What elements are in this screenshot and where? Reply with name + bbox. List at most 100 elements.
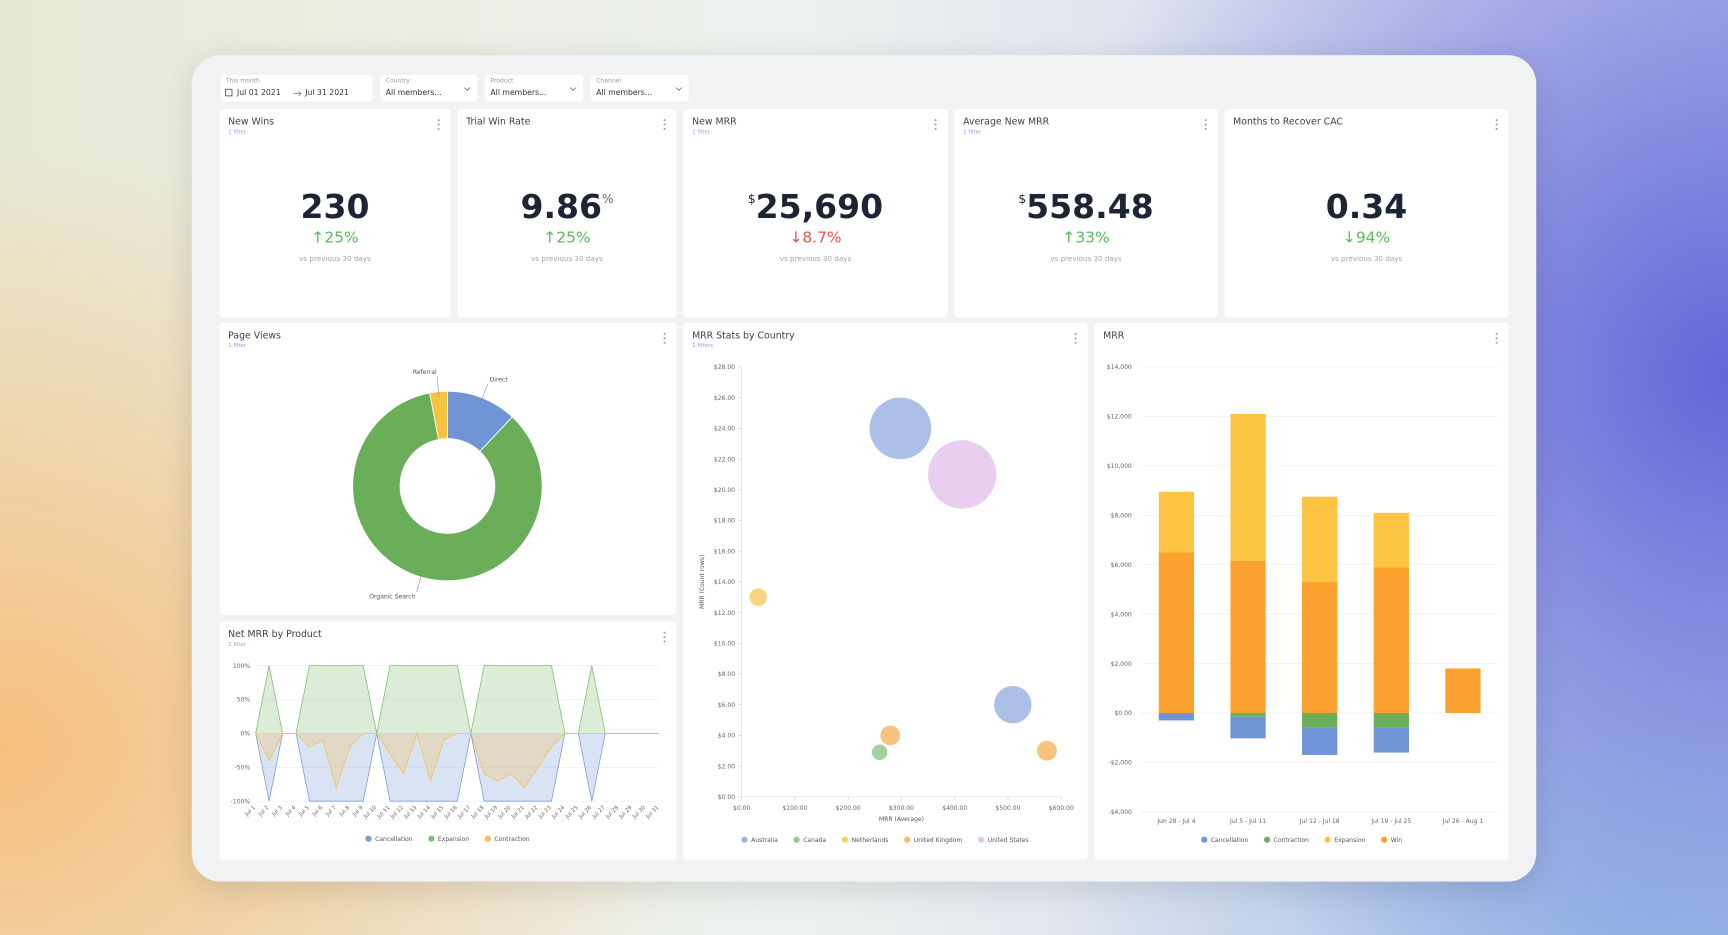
menu-dot — [663, 123, 666, 126]
menu-dot — [1495, 123, 1498, 126]
x-tick-label: Jul 13 — [403, 805, 419, 821]
filter: Country All members... — [380, 74, 478, 102]
kpi-suffix: % — [602, 191, 614, 207]
x-tick-label: Jul 22 — [524, 805, 540, 821]
card-title: Months to Recover CAC — [1233, 116, 1343, 128]
area-line — [255, 732, 660, 789]
slice-label: Direct — [490, 377, 509, 384]
legend-label: Canada — [803, 837, 826, 844]
card-title: Page Views — [228, 330, 281, 342]
card-menu — [1074, 332, 1077, 344]
bar-segment — [1158, 552, 1195, 714]
net-mrr-card: Net MRR by Product 1 filter 100% 50% 0% -50% -… — [219, 621, 677, 860]
legend-label: United Kingdom — [914, 837, 963, 844]
y-tick-label: 100% — [233, 663, 251, 670]
kpi-note: vs previous 30 days — [299, 254, 371, 264]
y-tick-label: 50% — [237, 697, 251, 704]
area-line — [255, 665, 660, 734]
kpi-value-row: $25,690 — [683, 188, 947, 227]
card-menu — [1495, 332, 1498, 344]
y-tick-label: $26.00 — [714, 395, 735, 402]
legend-swatch — [978, 836, 985, 843]
x-tick-label: Jul 3 — [271, 805, 285, 819]
menu-dot — [663, 341, 666, 344]
card-subtitle: 1 filter — [692, 128, 711, 136]
x-tick-label: $600.00 — [1049, 805, 1074, 812]
legend-label: Contraction — [1274, 837, 1309, 844]
legend-swatch — [1201, 836, 1208, 843]
donut-slice — [429, 390, 448, 440]
filter: This month Jul 01 2021 Jul 31 2021 — [220, 74, 373, 102]
bar-segment — [1302, 727, 1338, 756]
menu-dot — [437, 119, 440, 122]
y-tick-label: $8,000 — [1111, 512, 1132, 519]
y-tick-label: $12.00 — [714, 610, 735, 617]
bubble — [994, 685, 1032, 724]
filter-value: All members... — [385, 88, 442, 97]
legend-swatch — [365, 835, 372, 842]
x-tick-label: Jul 12 - Jul 18 — [1299, 818, 1340, 825]
x-tick-label: Jun 28 - Jul 4 — [1156, 818, 1195, 825]
mrr-stats-card: MRR Stats by Country 2 filters $0.00 $2.00 $… — [683, 322, 1088, 860]
legend-label: Netherlands — [852, 837, 889, 844]
page-views-card: Page Views 1 filter Direct Organic Search Re… — [219, 322, 677, 615]
x-tick-label: $400.00 — [942, 805, 967, 812]
legend-label: Cancellation — [1211, 837, 1249, 844]
kpi-prefix: $ — [747, 191, 756, 207]
legend: Cancellation Contraction Expansion Win — [1201, 836, 1402, 844]
x-tick-label: Jul 8 — [338, 805, 352, 819]
legend-swatch — [741, 836, 748, 843]
area-line — [255, 733, 660, 802]
legend-label: United States — [988, 837, 1029, 844]
x-tick-label: Jul 30 — [631, 805, 647, 821]
area-fill — [255, 733, 660, 788]
kpi-prefix: $ — [1018, 191, 1027, 207]
menu-dot — [437, 127, 440, 130]
menu-dot — [1495, 332, 1498, 335]
bar-segment — [1445, 668, 1481, 714]
x-tick-label: Jul 21 — [510, 805, 526, 821]
menu-dot — [663, 635, 666, 638]
menu-dot — [663, 640, 666, 643]
slice-label: Organic Search — [369, 593, 415, 600]
slice-label: Referral — [413, 369, 437, 376]
kpi-value-row: 230 — [219, 188, 450, 227]
bar-segment — [1230, 713, 1266, 717]
menu-dot — [1074, 337, 1077, 340]
y-tick-label: $20.00 — [714, 487, 735, 494]
kpi-value: 0.34 — [1325, 188, 1408, 228]
kpi-card: New MRR 1 filter $25,690 ↓8.7% vs previous 3… — [683, 109, 948, 318]
kpi-change: ↓94% — [1342, 229, 1391, 247]
filter-value: All members... — [490, 88, 547, 97]
menu-dot — [663, 127, 666, 130]
card-title: Trial Win Rate — [466, 116, 531, 128]
legend-swatch — [1324, 836, 1331, 843]
kpi-note: vs previous 30 days — [531, 254, 603, 264]
bubble — [880, 725, 901, 746]
x-tick-label: Jul 15 — [429, 805, 445, 821]
menu-dot — [1495, 127, 1498, 130]
menu-dot — [1204, 119, 1207, 122]
legend: Australia Canada Netherlands United Kingdom… — [741, 836, 1029, 844]
x-tick-label: Jul 23 — [537, 805, 553, 821]
y-tick-label: $4,000 — [1111, 611, 1132, 618]
kpi-value-row: 0.34 — [1224, 188, 1508, 227]
legend-swatch — [484, 835, 491, 842]
calendar-icon — [224, 88, 233, 97]
card-title: New MRR — [692, 116, 737, 128]
legend-label: Expansion — [438, 836, 469, 843]
kpi-note: vs previous 30 days — [1330, 254, 1403, 264]
bar-chart: $14,000 $12,000 $10,000 $8,000 $6,000 $4,000 $… — [1107, 364, 1499, 844]
y-tick-label: $18.00 — [714, 518, 735, 525]
menu-dot — [1204, 123, 1207, 126]
y-tick-label: $22.00 — [714, 456, 735, 463]
legend-swatch — [1381, 836, 1388, 843]
area-fill — [255, 733, 660, 802]
x-tick-label: Jul 16 — [443, 805, 459, 821]
y-tick-label: $14.00 — [714, 579, 735, 586]
card-menu — [663, 119, 666, 130]
x-tick-label: Jul 19 — [483, 805, 499, 821]
card-title: Average New MRR — [963, 116, 1050, 128]
x-tick-label: Jul 18 — [470, 805, 486, 821]
